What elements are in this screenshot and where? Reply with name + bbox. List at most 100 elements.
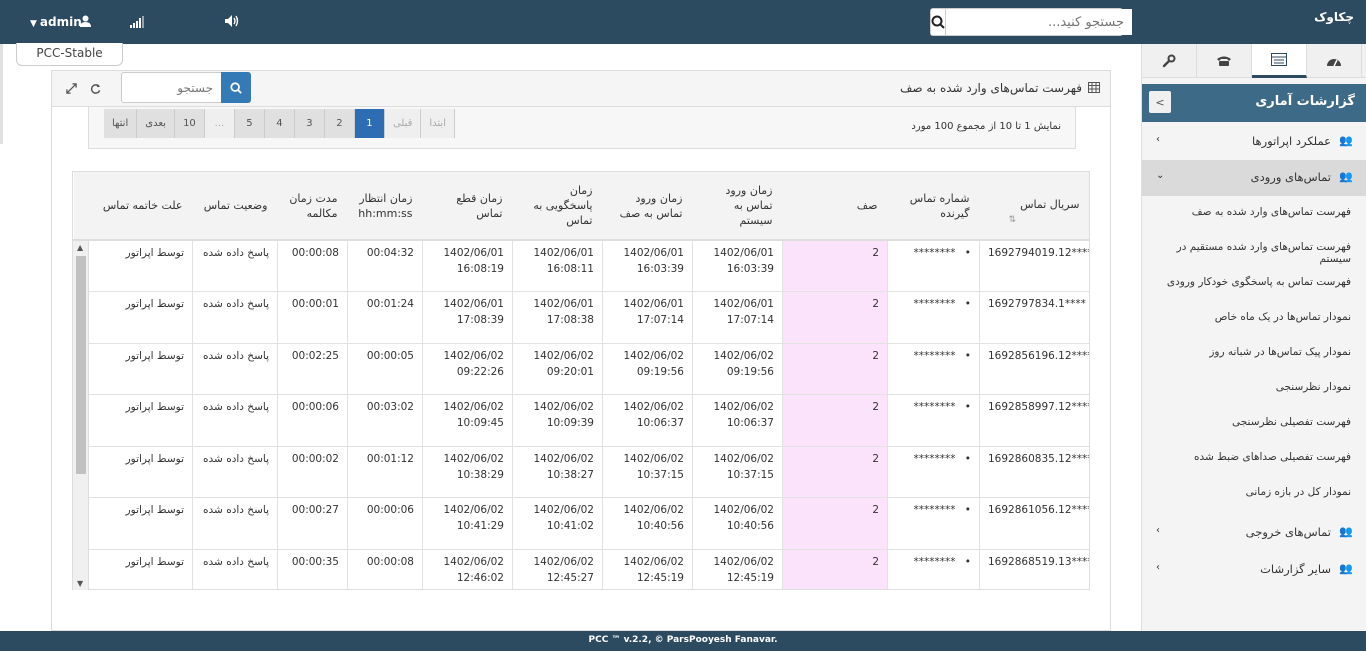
expand-icon[interactable]	[66, 83, 77, 97]
table-cell: 00:01:24	[347, 291, 423, 344]
top-navbar: ▼admin چکاوک	[0, 0, 1366, 44]
submenu-item[interactable]: فهرست تماس به پاسخگوی خودکار ورودی	[1166, 276, 1351, 288]
table-body: 1692794019.12**** ******** • 2 1402/06/01 16…	[73, 239, 1089, 589]
sidebar-tabs	[1142, 44, 1366, 78]
sort-icon[interactable]: ⇅	[1008, 215, 1017, 225]
table-cell: 1692860835.12****	[979, 445, 1089, 498]
table-cell: 1402/06/02 10:38:29	[422, 445, 513, 498]
table-cell: 1402/06/01 17:08:38	[512, 291, 603, 344]
col-header[interactable]: زمان ورود تماس به صف	[602, 172, 693, 241]
footer: PCC ™ v.2.2, © ParsPooyesh Fanavar.	[0, 631, 1366, 651]
table-cell: پاسخ داده شده	[192, 239, 278, 292]
refresh-icon[interactable]	[90, 83, 101, 97]
phone-icon	[1217, 56, 1231, 66]
user-menu[interactable]: ▼ admin	[30, 15, 82, 29]
scroll-down-arrow[interactable]: ▼	[77, 579, 84, 588]
table-cell: توسط اپراتور	[73, 445, 193, 498]
table-icon	[1088, 82, 1100, 96]
page-ellipsis: ...	[204, 109, 235, 138]
tab-dashboard[interactable]	[1307, 44, 1362, 78]
table-search-input[interactable]	[121, 72, 221, 103]
tab-settings[interactable]	[1142, 44, 1197, 78]
collapse-sidebar-button[interactable]: <	[1149, 91, 1171, 113]
col-header[interactable]: مدت زمان مکالمه	[277, 172, 348, 241]
table-header-row: سریال تماس⇅ شماره تماس گیرنده صف زمان ور…	[73, 172, 1089, 241]
table-cell: توسط اپراتور	[73, 342, 193, 395]
table-cell: توسط اپراتور	[73, 239, 193, 292]
col-header[interactable]: وضعیت تماس	[192, 172, 278, 241]
page-3[interactable]: 3	[294, 109, 325, 138]
table-row[interactable]: 1692858997.12**** ******** • 2 1402/06/02 10…	[73, 394, 1089, 447]
table-row[interactable]: 1692860835.12**** ******** • 2 1402/06/02 10…	[73, 445, 1089, 498]
scroll-thumb[interactable]	[76, 256, 86, 474]
page-next[interactable]: بعدی	[137, 109, 175, 138]
submenu-item[interactable]: نمودار کل در بازه زمانی	[1245, 486, 1351, 498]
chevron-down-icon: ⌄	[1156, 170, 1165, 181]
table-cell: 1402/06/02 09:19:56	[692, 342, 783, 395]
table-cell: توسط اپراتور	[73, 394, 193, 447]
panel-header: فهرست تماس‌های وارد شده به صف	[52, 71, 1110, 107]
submenu-item[interactable]: فهرست تفصیلی نظرسنجی	[1232, 416, 1351, 428]
col-header[interactable]: علت خاتمه تماس	[73, 172, 193, 241]
col-header[interactable]: شماره تماس گیرنده	[887, 172, 980, 241]
col-header[interactable]: سریال تماس⇅	[979, 172, 1089, 241]
menu-outgoing-calls[interactable]: 👥 تماس‌های خروجی ‹	[1156, 525, 1353, 539]
menu-other-reports[interactable]: 👥 سایر گزارشات ‹	[1156, 562, 1353, 576]
table-row[interactable]: 1692861056.12**** ******** • 2 1402/06/02 10…	[73, 497, 1089, 550]
page-4[interactable]: 4	[264, 109, 295, 138]
user-icon	[80, 15, 91, 30]
page-2[interactable]: 2	[324, 109, 355, 138]
page-5[interactable]: 5	[234, 109, 265, 138]
table-cell: 00:01:12	[347, 445, 423, 498]
signal-icon[interactable]	[130, 16, 144, 31]
pagination-info: نمایش 1 تا 10 از مجموع 100 مورد	[911, 121, 1061, 132]
table-cell: 2	[782, 445, 888, 498]
table-cell: 1402/06/02 09:22:26	[422, 342, 513, 395]
tab-phone[interactable]	[1197, 44, 1252, 78]
sidebar-header: گزارشات آماری <	[1142, 84, 1366, 122]
app-logo: چکاوک	[1314, 10, 1355, 24]
table-row[interactable]: 1692856196.12**** ******** • 2 1402/06/02 09…	[73, 342, 1089, 395]
table-cell: پاسخ داده شده	[192, 291, 278, 344]
environment-tab[interactable]: PCC-Stable	[16, 43, 123, 66]
col-header[interactable]: زمان ورود تماس به سیستم	[692, 172, 783, 241]
col-header[interactable]: زمان پاسخگویی به تماس	[512, 172, 603, 241]
submenu-item[interactable]: فهرست تماس‌های وارد شده به صف	[1191, 206, 1351, 218]
global-search-input[interactable]	[946, 9, 1132, 35]
table-cell: 1402/06/02 10:37:15	[602, 445, 693, 498]
submenu-item[interactable]: فهرست تماس‌های وارد شده مستقیم در سیستم	[1176, 241, 1351, 265]
page-10[interactable]: 10	[174, 109, 205, 138]
table-row[interactable]: 1692794019.12**** ******** • 2 1402/06/01 16…	[73, 239, 1089, 292]
table-scrollbar[interactable]: ▲ ▼	[73, 241, 89, 590]
table-cell: پاسخ داده شده	[192, 342, 278, 395]
col-header[interactable]: صف	[782, 172, 888, 241]
table-cell: 1402/06/01 17:07:14	[692, 291, 783, 344]
table-cell: پاسخ داده شده	[192, 497, 278, 550]
tab-reports[interactable]	[1252, 44, 1307, 78]
pagination: انتها بعدی 10 ... 5 4 3 2 1 قبلی ابتدا	[104, 109, 455, 138]
table-cell: 1402/06/02 10:09:39	[512, 394, 603, 447]
submenu-item[interactable]: نمودار نظرسنجی	[1275, 381, 1351, 393]
table-cell: 1402/06/02 10:41:29	[422, 497, 513, 550]
table-row[interactable]: 1692797834.1**** ******** • 2 1402/06/01 17:…	[73, 291, 1089, 344]
submenu-item[interactable]: نمودار پیک تماس‌ها در شبانه روز	[1209, 346, 1351, 358]
menu-operators[interactable]: 👥 عملکرد اپراتورها ‹	[1156, 134, 1353, 148]
speaker-icon[interactable]	[224, 14, 240, 31]
table-cell: 00:03:02	[347, 394, 423, 447]
table-cell: توسط اپراتور	[73, 291, 193, 344]
page-last[interactable]: انتها	[104, 109, 138, 138]
col-header[interactable]: زمان انتظار hh:mm:ss	[347, 172, 423, 241]
table-cell: 2	[782, 548, 888, 589]
table-search-button[interactable]	[221, 72, 251, 103]
table-cell: 1402/06/01 17:07:14	[602, 291, 693, 344]
search-button[interactable]	[931, 9, 946, 35]
submenu-item[interactable]: فهرست تفصیلی صداهای ضبط شده	[1193, 451, 1351, 463]
scroll-up-arrow[interactable]: ▲	[77, 243, 84, 252]
page-1[interactable]: 1	[354, 109, 385, 138]
table-row[interactable]: 1692868519.13**** ******** • 2 1402/06/02 12…	[73, 548, 1089, 589]
menu-incoming-calls[interactable]: 👥 تماس‌های ورودی ⌄	[1142, 160, 1366, 196]
table-cell: 00:00:27	[277, 497, 348, 550]
submenu-item[interactable]: نمودار تماس‌ها در یک ماه خاص	[1214, 311, 1351, 323]
col-header[interactable]: زمان قطع تماس	[422, 172, 513, 241]
table-cell: 1692861056.12****	[979, 497, 1089, 550]
